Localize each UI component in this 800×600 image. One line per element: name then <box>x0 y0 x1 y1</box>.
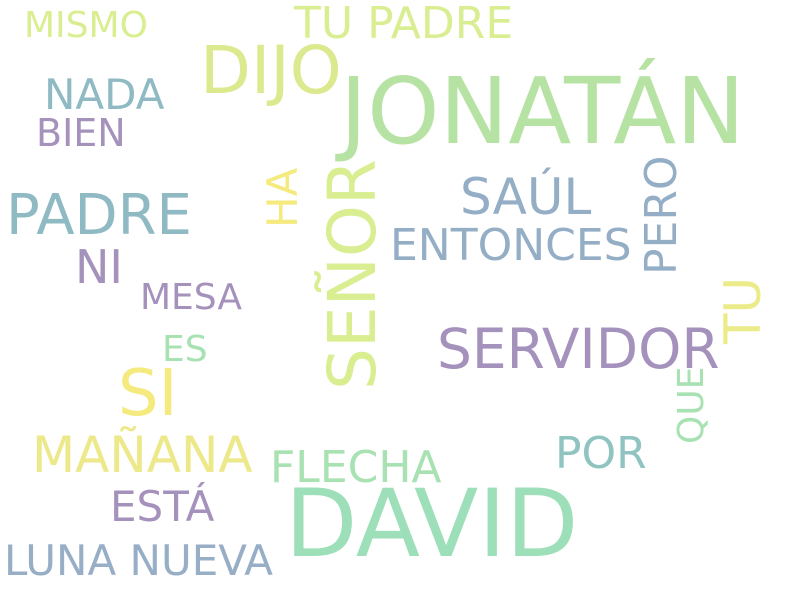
word-es: ES <box>162 329 208 370</box>
word-que: QUE <box>671 367 751 480</box>
word-servidor: SERVIDOR <box>437 317 720 381</box>
word-padre: PADRE <box>6 183 192 248</box>
word-senor: SEÑOR <box>314 159 551 456</box>
word-tu-text: TU <box>714 276 772 344</box>
word-ha: HA <box>258 168 322 270</box>
word-bien: BIEN <box>36 111 126 155</box>
word-saul: SAÚL <box>460 168 592 226</box>
word-senor-text: SEÑOR <box>314 159 391 390</box>
word-flecha: FLECHA <box>270 442 442 493</box>
word-david: DAVID <box>285 470 579 579</box>
word-que-text: QUE <box>671 366 712 444</box>
word-dijo: DIJO <box>200 32 342 109</box>
word-ni: NI <box>75 240 123 294</box>
word-tu: TU <box>714 277 785 394</box>
word-luna-nueva: LUNA NUEVA <box>4 536 274 585</box>
word-jonatan: JONATÁN <box>340 58 745 165</box>
word-si: SI <box>118 357 178 431</box>
word-mesa: MESA <box>140 277 242 318</box>
word-mismo: MISMO <box>24 5 148 46</box>
word-por: POR <box>555 428 647 479</box>
word-esta: ESTÁ <box>110 482 215 531</box>
word-ha-text: HA <box>258 167 307 228</box>
word-manana: MAÑANA <box>32 426 253 484</box>
word-entonces: ENTONCES <box>390 220 632 271</box>
word-pero-text: PERO <box>636 155 687 275</box>
word-tu-padre: TU PADRE <box>294 0 514 49</box>
word-nada: NADA <box>44 70 165 119</box>
